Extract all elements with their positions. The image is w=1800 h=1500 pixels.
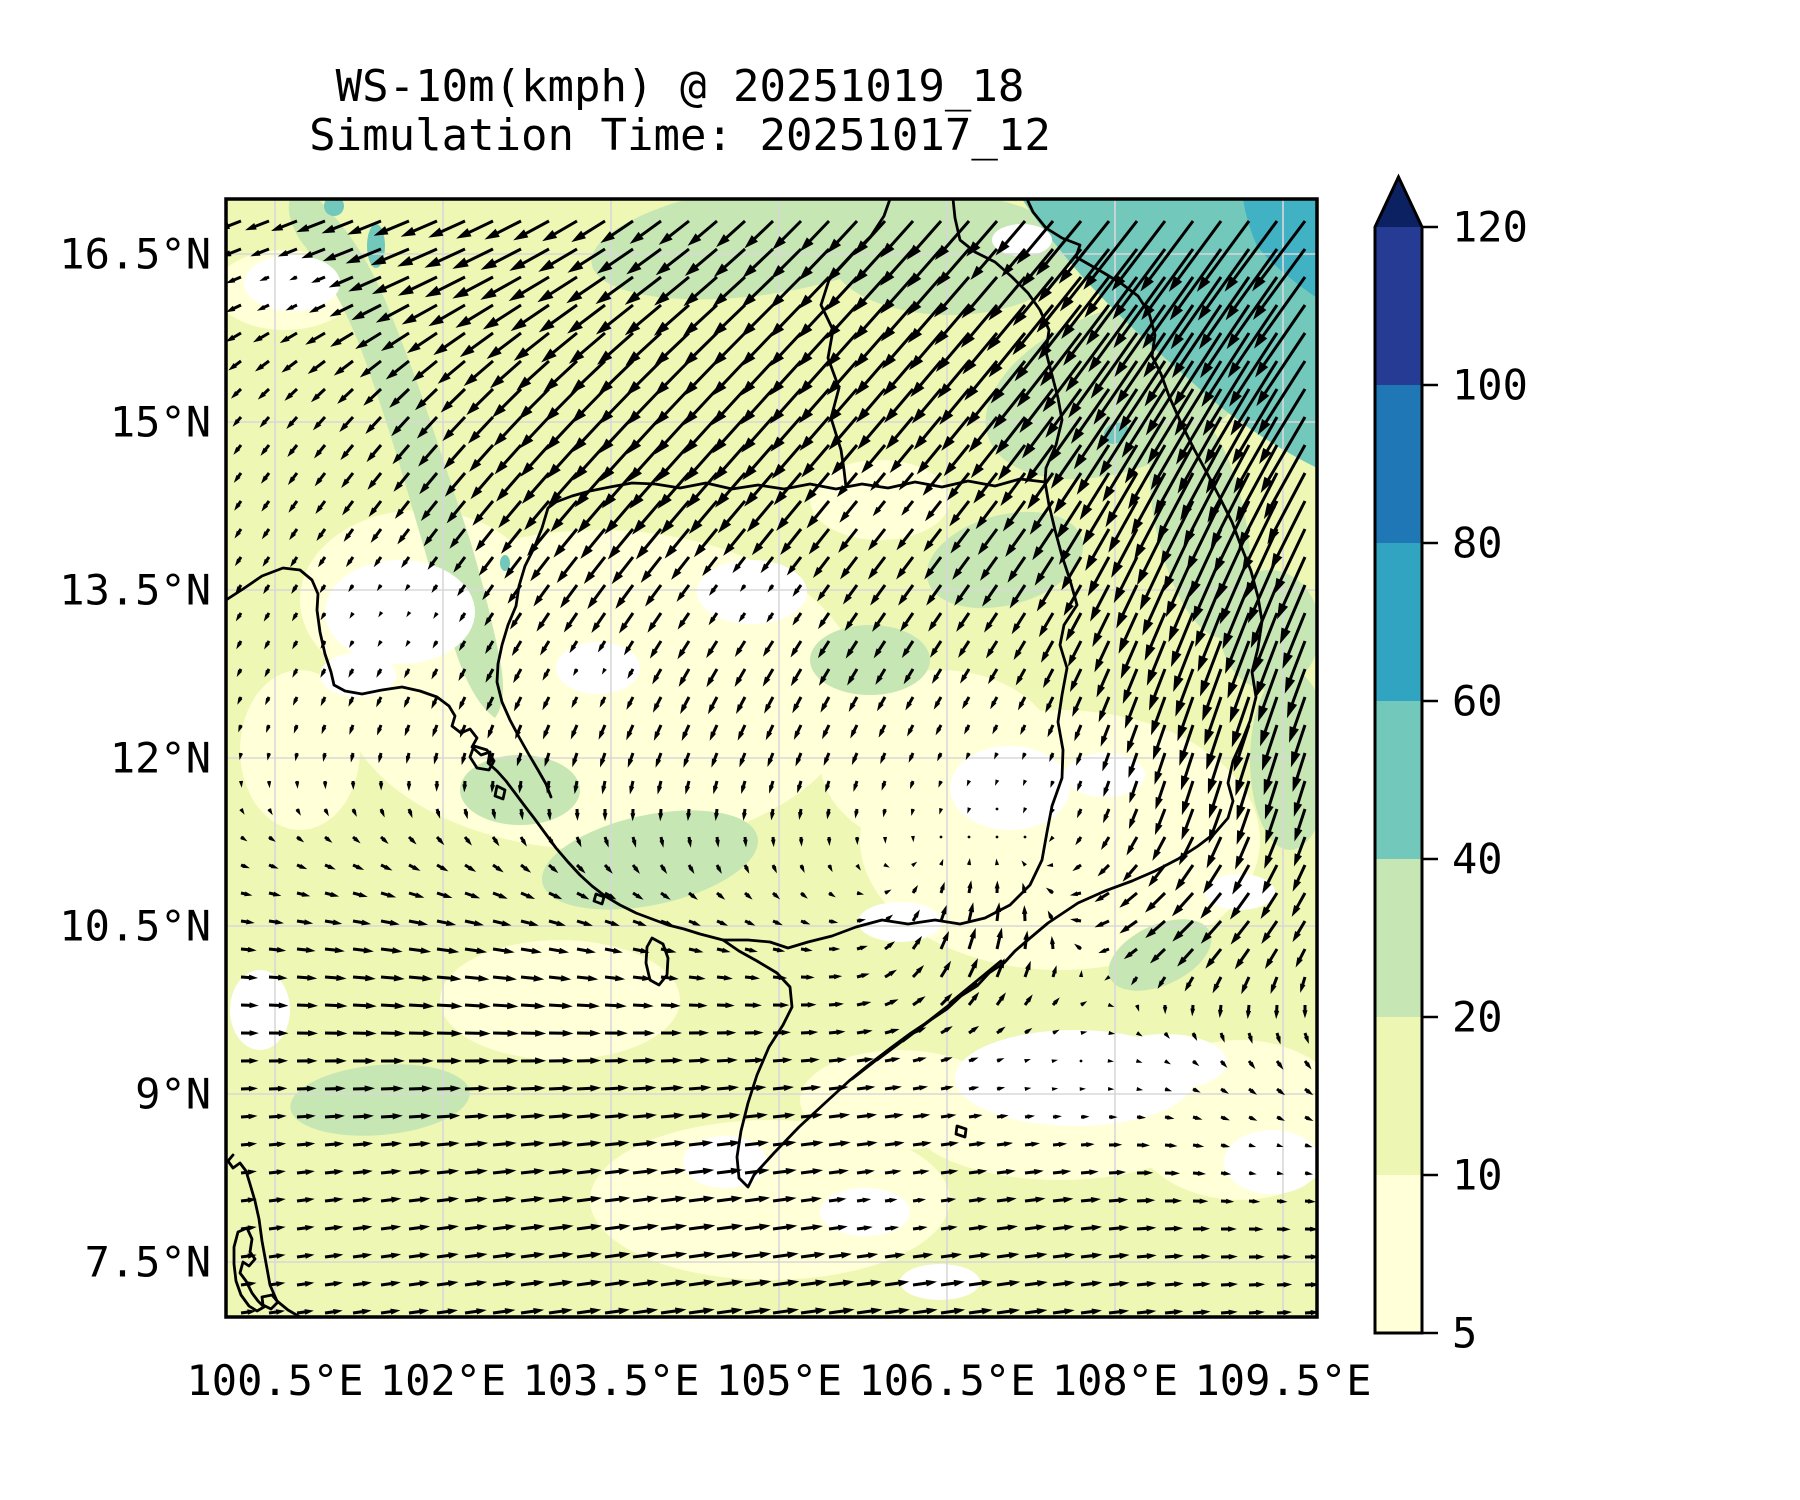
x-tick-label: 105°E bbox=[715, 1356, 843, 1405]
island-ko-chang bbox=[468, 744, 496, 772]
colorbar-segment bbox=[1375, 701, 1422, 859]
colorbar-outline bbox=[1373, 173, 1424, 1335]
colorbar-tick-label: 80 bbox=[1452, 518, 1503, 568]
colorbar-segment bbox=[1375, 227, 1422, 385]
x-tick-label: 100.5°E bbox=[186, 1356, 364, 1405]
colorbar bbox=[1373, 173, 1438, 1335]
y-tick-label: 13.5°N bbox=[59, 565, 211, 615]
delta-channel bbox=[850, 1045, 895, 1081]
island-ko-kut bbox=[493, 784, 507, 801]
x-tick-label: 109.5°E bbox=[1194, 1356, 1372, 1405]
colorbar-tick-label: 120 bbox=[1452, 202, 1528, 252]
y-tick-label: 15°N bbox=[109, 397, 211, 447]
colorbar-tick-label: 10 bbox=[1452, 1150, 1503, 1200]
colorbar-segment bbox=[1375, 859, 1422, 1017]
colorbar-tick-label: 20 bbox=[1452, 992, 1503, 1042]
colorbar-tick-label: 60 bbox=[1452, 676, 1503, 726]
colorbar-segment bbox=[1375, 543, 1422, 701]
colorbar-tick-label: 100 bbox=[1452, 360, 1528, 410]
colorbar-segment bbox=[1375, 1017, 1422, 1175]
figure-title: WS-10m(kmph) @ 20251019_18 Simulation Ti… bbox=[309, 62, 1051, 160]
y-tick-label: 7.5°N bbox=[84, 1237, 211, 1287]
x-tick-label: 103.5°E bbox=[522, 1356, 700, 1405]
colorbar-tick-label: 5 bbox=[1452, 1308, 1478, 1358]
thai-gulf-coast bbox=[226, 566, 725, 942]
x-tick-label: 106.5°E bbox=[858, 1356, 1036, 1405]
island-phu-quoc bbox=[644, 936, 670, 987]
x-tick-label: 108°E bbox=[1051, 1356, 1179, 1405]
lagoon-islet bbox=[260, 1293, 280, 1311]
map-frame bbox=[224, 197, 1319, 1319]
island-koh-rong bbox=[592, 892, 606, 906]
y-tick-label: 16.5°N bbox=[59, 229, 211, 279]
colorbar-extend-triangle bbox=[1375, 177, 1422, 227]
title-line-1: WS-10m(kmph) @ 20251019_18 bbox=[335, 61, 1025, 112]
colorbar-tick-label: 40 bbox=[1452, 834, 1503, 884]
coastlines-layer bbox=[226, 199, 1264, 1317]
island-con-dao bbox=[954, 1124, 968, 1139]
border-laos-vietnam bbox=[721, 199, 1079, 950]
y-tick-label: 10.5°N bbox=[59, 901, 211, 951]
border-dangrek bbox=[495, 477, 1047, 799]
wind-arrows-layer bbox=[226, 219, 1317, 1316]
border-mekong bbox=[819, 199, 892, 489]
lagoon bbox=[232, 1226, 266, 1313]
title-line-2: Simulation Time: 20251017_12 bbox=[309, 110, 1051, 161]
y-tick-label: 12°N bbox=[109, 733, 211, 783]
vietnam-coast bbox=[721, 199, 1264, 1189]
colorbar-segment bbox=[1375, 1175, 1422, 1333]
colorbar-segment bbox=[1375, 385, 1422, 543]
y-tick-label: 9°N bbox=[135, 1069, 211, 1119]
x-tick-label: 102°E bbox=[379, 1356, 507, 1405]
